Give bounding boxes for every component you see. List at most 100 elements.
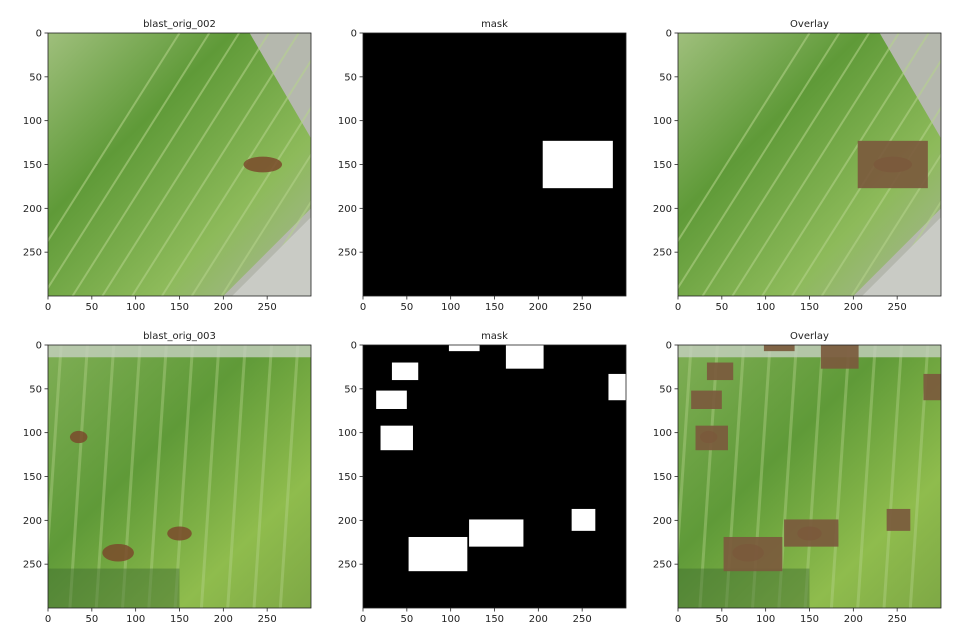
mask-background <box>363 345 626 608</box>
x-tick-label: 200 <box>844 614 863 625</box>
panel-title: Overlay <box>790 19 829 30</box>
photo-background-corner <box>862 217 941 296</box>
y-tick-label: 50 <box>344 384 357 395</box>
x-tick-label: 50 <box>715 614 728 625</box>
x-tick-label: 150 <box>800 614 819 625</box>
x-tick-label: 200 <box>529 614 548 625</box>
y-tick-label: 100 <box>653 116 672 127</box>
x-tick-label: 100 <box>756 614 775 625</box>
y-tick-label: 200 <box>338 516 357 527</box>
y-tick-label: 150 <box>338 160 357 171</box>
x-tick-label: 150 <box>170 302 189 313</box>
panel-image <box>363 33 626 296</box>
y-tick-label: 100 <box>23 428 42 439</box>
mask-region <box>391 362 419 381</box>
y-tick-label: 0 <box>666 341 672 352</box>
y-tick-label: 100 <box>23 116 42 127</box>
leaf-vein <box>731 33 900 296</box>
lesion-spot <box>167 526 192 541</box>
x-tick-label: 50 <box>400 614 413 625</box>
y-tick-label: 0 <box>351 29 357 40</box>
x-tick-label: 0 <box>360 614 366 625</box>
x-tick-label: 0 <box>675 302 681 313</box>
y-tick-label: 50 <box>344 72 357 83</box>
leaf-vein <box>147 345 168 608</box>
y-tick-label: 0 <box>36 29 42 40</box>
x-tick-label: 200 <box>214 302 233 313</box>
panel-2: mask 0 50 100 150 200 250 0 50 100 150 200 250 <box>338 19 627 313</box>
y-tick-label: 150 <box>23 160 42 171</box>
leaf-vein <box>226 345 247 608</box>
leaf-vein <box>199 345 221 608</box>
overlay-region <box>886 508 911 531</box>
panel-title: blast_orig_003 <box>143 331 216 342</box>
y-tick-label: 200 <box>338 204 357 215</box>
mask-region <box>542 140 613 189</box>
x-tick-label: 250 <box>258 302 277 313</box>
x-tick-label: 100 <box>756 302 775 313</box>
overlay-region <box>695 425 728 451</box>
panel-image <box>363 345 626 608</box>
overlay-region <box>706 362 734 381</box>
leaf-vein <box>678 33 811 243</box>
y-tick-label: 100 <box>653 428 672 439</box>
leaf-vein <box>698 345 719 608</box>
y-tick-label: 150 <box>23 472 42 483</box>
mask-region <box>376 390 407 409</box>
y-tick-label: 0 <box>36 341 42 352</box>
photo-background-top <box>678 345 941 358</box>
leaf-vein <box>71 33 240 296</box>
leaf-vein <box>678 33 841 290</box>
x-tick-label: 250 <box>573 614 592 625</box>
overlay-region <box>691 390 722 409</box>
mask-region <box>571 508 596 531</box>
leaf-vein <box>701 33 870 296</box>
leaf-vein <box>856 345 877 608</box>
leaf-vein <box>882 345 904 608</box>
leaf-vein <box>252 345 274 608</box>
lesion-spot <box>243 156 283 173</box>
y-tick-label: 100 <box>338 428 357 439</box>
x-tick-label: 200 <box>529 302 548 313</box>
panel-1: blast_orig_002 0 50 100 150 200 250 0 50 100 150 20… <box>23 19 312 313</box>
y-tick-label: 50 <box>659 384 672 395</box>
x-tick-label: 0 <box>360 302 366 313</box>
panel-image <box>678 33 941 296</box>
leaf-vein <box>48 33 181 243</box>
y-tick-label: 200 <box>23 204 42 215</box>
leaf-vein <box>48 33 211 290</box>
x-tick-label: 200 <box>214 614 233 625</box>
panel-image <box>48 345 311 608</box>
x-tick-label: 150 <box>800 302 819 313</box>
x-tick-label: 250 <box>888 614 907 625</box>
panel-3: Overlay 0 50 100 150 200 250 0 50 100 150 200 250 <box>653 19 942 313</box>
x-tick-label: 50 <box>715 302 728 313</box>
x-tick-label: 250 <box>888 302 907 313</box>
y-tick-label: 250 <box>23 560 42 571</box>
leaf-vein <box>131 33 300 296</box>
y-tick-label: 50 <box>659 72 672 83</box>
leaf-vein <box>101 33 270 296</box>
leaf-blade <box>678 345 941 608</box>
y-tick-label: 150 <box>338 472 357 483</box>
panel-title: mask <box>481 19 508 30</box>
leaf-vein <box>220 152 311 296</box>
leaf-vein <box>173 345 195 608</box>
x-tick-label: 150 <box>485 302 504 313</box>
x-tick-label: 150 <box>170 614 189 625</box>
panel-title: Overlay <box>790 331 829 342</box>
y-tick-label: 50 <box>29 384 42 395</box>
y-tick-label: 200 <box>23 516 42 527</box>
y-tick-label: 150 <box>653 160 672 171</box>
x-tick-label: 100 <box>441 614 460 625</box>
mask-region <box>380 425 413 451</box>
y-tick-label: 200 <box>653 516 672 527</box>
leaf-vein <box>121 345 142 608</box>
x-tick-label: 100 <box>126 614 145 625</box>
x-tick-label: 250 <box>573 302 592 313</box>
y-tick-label: 250 <box>653 560 672 571</box>
leaf-vein <box>278 345 300 608</box>
x-tick-label: 50 <box>85 614 98 625</box>
leaf-vein <box>68 345 89 608</box>
leaf-blade <box>48 345 311 608</box>
